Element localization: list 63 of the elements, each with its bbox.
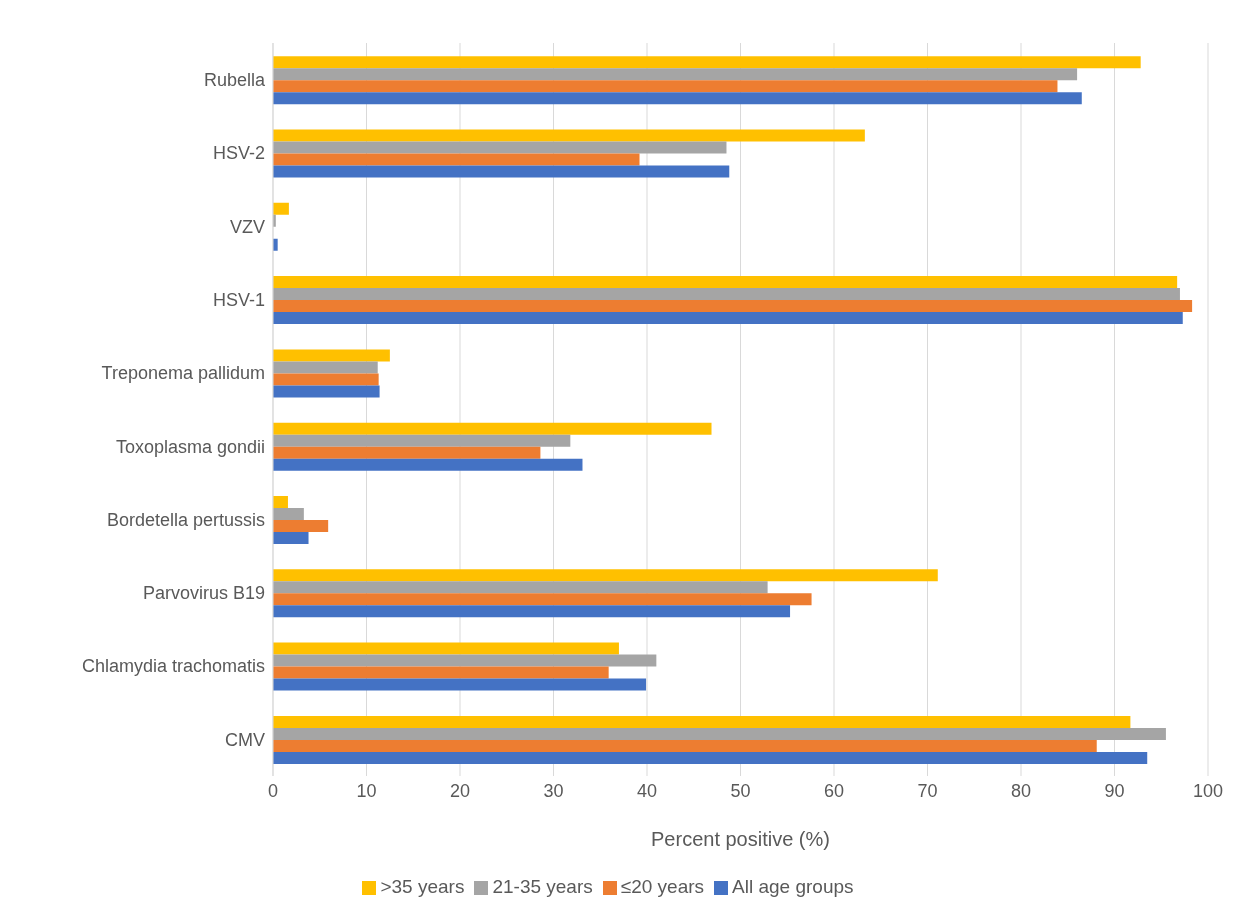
bar [273, 129, 865, 142]
bar [273, 569, 938, 582]
y-tick-label: VZV [229, 216, 265, 237]
bar [273, 422, 712, 435]
y-tick-label: HSV-1 [212, 289, 265, 310]
bar [273, 495, 288, 508]
y-tick-label: Treponema pallidum [101, 363, 265, 384]
x-tick-label: 0 [267, 780, 279, 801]
bar [273, 593, 812, 606]
legend-label: 21-35 years [492, 876, 593, 897]
bar [273, 68, 1078, 81]
bar [273, 642, 619, 655]
legend-label: All age groups [732, 876, 854, 897]
bar [273, 531, 309, 544]
bar [273, 153, 640, 166]
bar [273, 507, 304, 520]
y-tick-label: HSV-2 [212, 143, 265, 164]
bar [273, 666, 609, 679]
x-tick-label: 80 [1010, 780, 1032, 801]
x-tick-label: 50 [730, 780, 751, 801]
bar [273, 288, 1180, 301]
x-tick-label: 40 [636, 780, 658, 801]
bar [273, 654, 657, 667]
x-tick-label: 70 [917, 780, 938, 801]
bar [273, 434, 571, 447]
bar [273, 751, 1148, 764]
y-tick-label: Bordetella pertussis [106, 509, 265, 530]
x-tick-label: 60 [823, 780, 845, 801]
bar [273, 605, 791, 618]
legend-label: >35 years [380, 876, 465, 897]
bar [273, 715, 1131, 728]
bar [273, 80, 1058, 93]
bar [273, 300, 1193, 313]
bar [273, 141, 727, 154]
bar [273, 458, 583, 471]
x-tick-label: 100 [1192, 780, 1224, 801]
legend-label: ≤20 years [620, 876, 705, 897]
x-tick-label: 90 [1104, 780, 1125, 801]
bar [273, 727, 1166, 740]
bar [273, 361, 378, 374]
x-tick-label: 10 [356, 780, 377, 801]
y-tick-label: Toxoplasma gondii [115, 436, 265, 457]
y-tick-label: Chlamydia trachomatis [81, 656, 265, 677]
bar [273, 446, 541, 459]
bar [273, 581, 768, 594]
bar [273, 202, 289, 215]
bar [273, 385, 380, 398]
bar [273, 678, 647, 691]
y-tick-label: Parvovirus B19 [142, 583, 265, 604]
x-axis-title: Percent positive (%) [651, 828, 830, 850]
bar [273, 739, 1097, 752]
bar [273, 519, 329, 532]
bar [273, 92, 1082, 105]
bar [273, 312, 1183, 325]
y-tick-label: CMV [225, 729, 265, 750]
y-tick-label: Rubella [203, 70, 266, 91]
bar [273, 165, 730, 178]
bar [273, 276, 1178, 289]
bar [273, 373, 379, 386]
x-tick-label: 20 [449, 780, 471, 801]
bar [273, 56, 1141, 69]
x-tick-label: 30 [543, 780, 564, 801]
bar [273, 349, 390, 362]
